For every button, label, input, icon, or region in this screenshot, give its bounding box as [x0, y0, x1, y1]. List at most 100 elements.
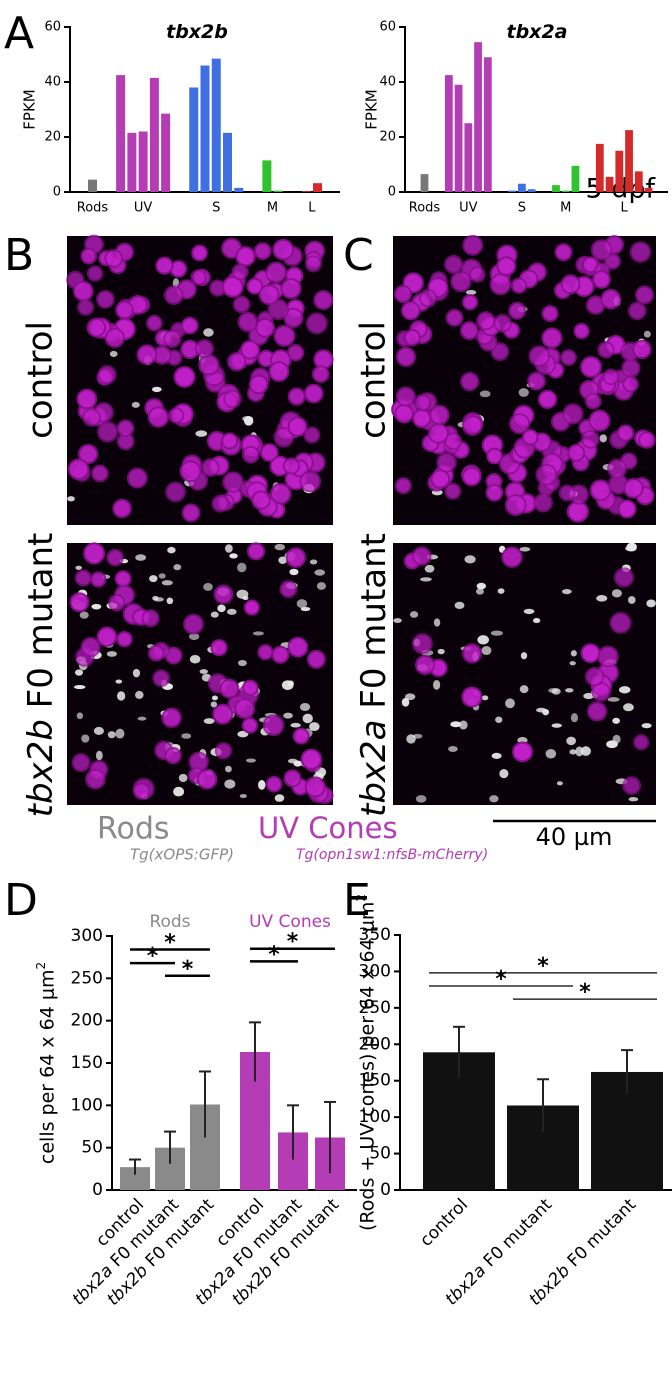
uv-cone-cell — [241, 717, 259, 734]
uv-cone-cell — [255, 317, 275, 338]
image-label: control — [354, 321, 394, 439]
uv-cone-cell — [214, 742, 233, 760]
rod-cell — [565, 688, 574, 693]
bar — [189, 87, 199, 192]
panel-letter: E — [343, 875, 371, 926]
significance-label: * — [164, 931, 176, 956]
uv-cone-cell — [580, 356, 602, 378]
rod-cell — [611, 589, 622, 598]
uv-cone-cell — [179, 460, 202, 483]
rod-cell — [289, 568, 299, 576]
chart-title: tbx2b — [166, 21, 228, 43]
rod-cell — [545, 748, 557, 759]
rod-cell — [93, 726, 104, 735]
rod-cell — [599, 434, 607, 443]
rod-cell — [519, 546, 531, 552]
uv-cone-cell — [567, 443, 586, 462]
y-tick-label: 150 — [71, 1053, 103, 1073]
uv-cone-cell — [462, 467, 482, 487]
uv-cone-cell — [510, 277, 528, 294]
uv-cone-cell — [587, 701, 608, 722]
uv-cone-cell — [287, 416, 308, 437]
bar — [483, 57, 492, 192]
uv-cone-cell — [562, 403, 584, 425]
uv-cone-cell — [283, 769, 302, 788]
rod-cell — [520, 652, 528, 660]
rod-cell — [115, 728, 125, 739]
x-tick-label: S — [518, 201, 526, 216]
significance-label: * — [495, 967, 507, 992]
x-tick-label: control — [416, 1195, 472, 1251]
uv-cone-cell — [133, 782, 151, 800]
uv-cone-cell — [260, 443, 279, 462]
uv-cone-cell — [485, 483, 504, 502]
rod-cell — [519, 685, 529, 694]
uv-cone-cell — [152, 669, 171, 688]
uv-cone-cell — [444, 482, 462, 500]
rod-cell — [274, 543, 285, 551]
y-tick-label: 20 — [44, 130, 61, 145]
bar — [552, 185, 560, 192]
bar — [508, 190, 517, 192]
rod-cell — [404, 693, 416, 701]
uv-cone-cell — [181, 503, 201, 523]
rod-cell — [239, 794, 247, 799]
rod-cell — [76, 712, 84, 720]
uv-cone-cell — [258, 284, 280, 306]
uv-cone-cell — [253, 242, 272, 260]
uv-cone-cell — [560, 349, 577, 366]
rod-cell — [459, 720, 468, 730]
rod-cell — [450, 721, 462, 728]
uv-cone-cell — [412, 546, 432, 566]
uv-cone-cell — [116, 419, 135, 437]
rod-cell — [643, 330, 651, 338]
uv-cone-cell — [241, 679, 259, 697]
legend-uv: UV Cones — [258, 811, 398, 845]
rod-cell — [217, 604, 226, 613]
uv-cone-cell — [198, 354, 220, 376]
y-tick-label: 60 — [379, 20, 396, 35]
uv-cone-cell — [303, 383, 324, 404]
bar — [149, 77, 159, 192]
rod-cell — [181, 733, 192, 739]
uv-cone-cell — [635, 285, 654, 305]
uv-cone-cell — [430, 469, 451, 489]
rod-cell — [626, 542, 637, 552]
rod-cell — [74, 669, 84, 676]
uv-cone-cell — [246, 277, 264, 295]
uv-cone-cell — [418, 288, 438, 308]
rod-cell — [91, 603, 102, 610]
uv-cone-cell — [96, 290, 115, 309]
rod-cell — [401, 697, 410, 707]
rod-cell — [115, 679, 123, 684]
uv-cone-cell — [501, 546, 523, 568]
y-tick-label: 0 — [388, 185, 396, 200]
rod-cell — [132, 668, 141, 678]
uv-cone-cell — [280, 277, 302, 300]
rod-cell — [189, 654, 201, 664]
uv-cone-cell — [273, 426, 295, 448]
uv-cone-cell — [476, 311, 496, 331]
legend-rods-line: Tg(xOPS:GFP) — [130, 846, 234, 864]
bar — [138, 131, 148, 192]
uv-cone-cell — [632, 339, 652, 360]
bar — [420, 174, 429, 192]
rod-cell — [612, 734, 621, 744]
uv-cone-cell — [493, 314, 512, 333]
rod-cell — [173, 786, 185, 797]
uv-cone-cell — [537, 389, 558, 409]
y-tick-label: 40 — [44, 75, 61, 90]
rod-cell — [316, 582, 327, 590]
uv-cone-cell — [163, 329, 182, 349]
uv-cone-cell — [393, 284, 413, 304]
x-tick-label: UV — [134, 201, 153, 216]
rod-cell — [195, 430, 208, 437]
uv-cone-cell — [607, 458, 628, 479]
uv-cone-cell — [496, 256, 517, 276]
uv-cone-cell — [232, 295, 251, 314]
bar — [262, 160, 272, 192]
rod-cell — [73, 685, 86, 690]
uv-cone-cell — [96, 626, 117, 647]
uv-cone-cell — [116, 631, 133, 648]
uv-cone-cell — [486, 447, 503, 465]
